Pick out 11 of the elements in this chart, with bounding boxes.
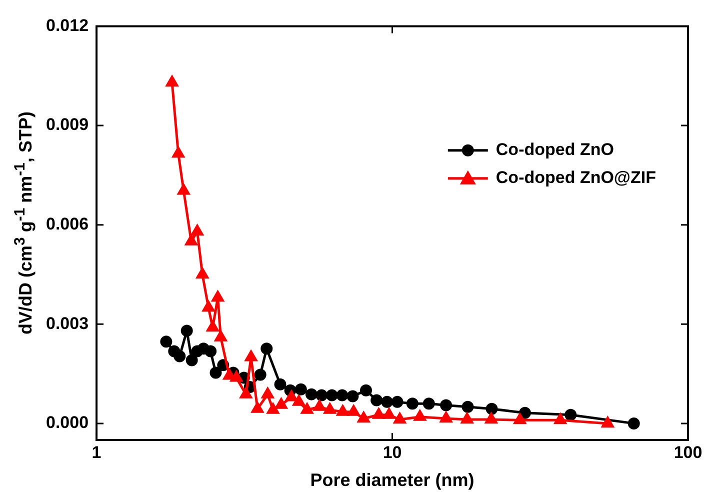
x-axis-title: Pore diameter (nm) xyxy=(310,470,474,490)
legend-label: Co-doped ZnO@ZIF xyxy=(496,168,656,188)
y-tick-label: 0.003 xyxy=(46,314,89,333)
y-tick-label: 0.006 xyxy=(46,214,89,234)
x-tick-label: 1 xyxy=(92,442,102,462)
x-tick-label: 10 xyxy=(382,442,402,462)
y-tick-label: 0.012 xyxy=(46,16,89,35)
legend-label: Co-doped ZnO xyxy=(496,140,614,160)
y-tick-label: 0.000 xyxy=(46,413,89,432)
y-tick-label: 0.009 xyxy=(46,115,89,134)
x-tick-label: 100 xyxy=(674,442,702,462)
